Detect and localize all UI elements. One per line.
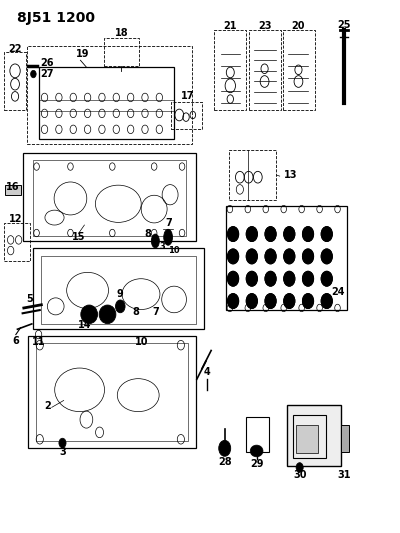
Bar: [27, 46, 192, 144]
Text: 8J51 1200: 8J51 1200: [17, 11, 95, 25]
Bar: [23, 154, 196, 241]
Text: 9: 9: [117, 289, 124, 299]
Bar: [341, 425, 350, 451]
Bar: [214, 30, 246, 110]
Circle shape: [284, 249, 295, 264]
Text: 15: 15: [72, 232, 85, 243]
Circle shape: [265, 271, 276, 286]
Text: 3: 3: [59, 447, 66, 456]
Text: 3: 3: [159, 242, 165, 251]
Circle shape: [246, 294, 258, 309]
Text: 5: 5: [26, 294, 33, 304]
Circle shape: [228, 271, 239, 286]
Ellipse shape: [99, 305, 116, 324]
Circle shape: [321, 249, 332, 264]
Text: 16: 16: [6, 182, 20, 192]
Text: 12: 12: [9, 214, 22, 224]
Text: 27: 27: [40, 69, 54, 79]
Text: 22: 22: [8, 44, 22, 53]
Bar: [293, 415, 326, 458]
Circle shape: [284, 227, 295, 241]
Ellipse shape: [250, 445, 263, 457]
Text: 14: 14: [78, 320, 91, 330]
Text: 17: 17: [180, 91, 194, 101]
Bar: [283, 30, 315, 110]
Text: 29: 29: [250, 459, 263, 469]
Circle shape: [302, 227, 314, 241]
Text: 18: 18: [115, 28, 128, 38]
Text: 11: 11: [32, 337, 45, 347]
Ellipse shape: [164, 229, 172, 245]
Text: 6: 6: [12, 336, 19, 345]
Bar: [5, 184, 22, 195]
Circle shape: [265, 227, 276, 241]
Text: 10: 10: [168, 246, 180, 255]
Bar: [33, 248, 204, 329]
Circle shape: [59, 438, 66, 448]
Circle shape: [265, 249, 276, 264]
Bar: [226, 206, 348, 310]
Text: 2: 2: [44, 401, 51, 411]
Text: 28: 28: [218, 457, 232, 467]
Circle shape: [246, 227, 258, 241]
Circle shape: [296, 463, 303, 472]
Text: 7: 7: [152, 306, 159, 317]
Circle shape: [228, 249, 239, 264]
Text: 10: 10: [136, 337, 149, 347]
Text: 13: 13: [284, 170, 297, 180]
Bar: [4, 52, 26, 110]
Bar: [296, 425, 318, 453]
Circle shape: [321, 227, 332, 241]
Circle shape: [284, 271, 295, 286]
Circle shape: [284, 294, 295, 309]
Circle shape: [302, 294, 314, 309]
Circle shape: [30, 70, 36, 78]
Bar: [287, 405, 341, 466]
Text: 20: 20: [292, 21, 305, 31]
Text: 21: 21: [224, 21, 237, 31]
Text: 30: 30: [293, 470, 306, 480]
Circle shape: [302, 271, 314, 286]
Bar: [40, 256, 196, 324]
Circle shape: [321, 271, 332, 286]
Text: 4: 4: [204, 367, 210, 377]
Ellipse shape: [81, 305, 98, 324]
Circle shape: [246, 271, 258, 286]
Bar: [171, 102, 202, 130]
Circle shape: [219, 440, 231, 456]
Text: 24: 24: [331, 287, 344, 297]
Bar: [104, 38, 140, 66]
Circle shape: [302, 249, 314, 264]
Text: 8: 8: [132, 306, 139, 317]
Text: 26: 26: [40, 59, 54, 68]
Text: 25: 25: [338, 20, 351, 30]
Circle shape: [228, 227, 239, 241]
Bar: [28, 336, 196, 448]
Bar: [249, 30, 280, 110]
Bar: [246, 417, 269, 451]
Circle shape: [228, 294, 239, 309]
Text: 7: 7: [166, 218, 172, 228]
Circle shape: [265, 294, 276, 309]
Bar: [229, 150, 276, 200]
Circle shape: [321, 294, 332, 309]
Circle shape: [246, 249, 258, 264]
Bar: [38, 67, 174, 139]
Text: 31: 31: [338, 470, 351, 480]
Text: 23: 23: [258, 21, 271, 31]
Text: 19: 19: [76, 49, 89, 59]
Text: 8: 8: [145, 229, 152, 239]
Bar: [4, 223, 30, 261]
Ellipse shape: [151, 234, 159, 248]
Circle shape: [116, 300, 125, 313]
Bar: [32, 160, 186, 236]
Bar: [36, 343, 188, 441]
